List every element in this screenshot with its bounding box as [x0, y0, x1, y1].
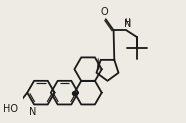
Polygon shape [97, 58, 99, 69]
Text: HO: HO [3, 104, 18, 114]
Text: N: N [124, 19, 131, 29]
Text: N: N [29, 107, 37, 117]
Text: H: H [124, 18, 130, 27]
Text: O: O [101, 8, 108, 17]
